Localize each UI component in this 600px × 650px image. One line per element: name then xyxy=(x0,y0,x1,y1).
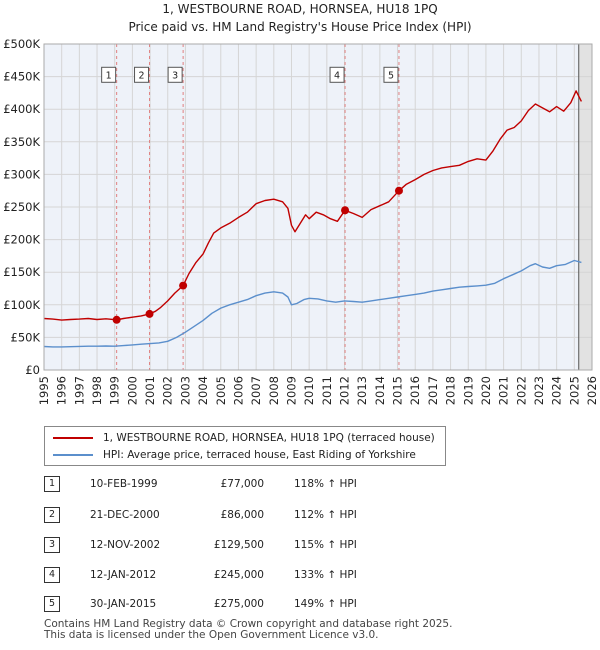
x-tick-label: 2014 xyxy=(373,376,387,405)
sale-label-box xyxy=(101,66,117,83)
x-tick-label: 2003 xyxy=(178,376,192,405)
legend-swatch-hpi xyxy=(53,454,93,456)
table-row: 1 10-FEB-1999 £77,000 118% ↑ HPI xyxy=(44,476,384,492)
sale-price: £86,000 xyxy=(220,509,264,521)
sale-point xyxy=(179,281,188,290)
chart-legend: 1, WESTBOURNE ROAD, HORNSEA, HU18 1PQ (t… xyxy=(44,426,446,466)
sale-date: 12-JAN-2012 xyxy=(90,569,157,581)
table-row: 2 21-DEC-2000 £86,000 112% ↑ HPI xyxy=(44,507,384,523)
y-tick-label: £400K xyxy=(3,102,40,116)
x-tick-label: 2021 xyxy=(497,376,511,405)
x-tick-label: 1996 xyxy=(55,376,69,405)
x-tick-label: 2001 xyxy=(143,376,157,405)
x-tick-label: 2007 xyxy=(249,376,263,405)
sale-label: 1 xyxy=(106,70,112,81)
sale-point xyxy=(112,315,121,324)
sale-price: £245,000 xyxy=(213,569,264,581)
y-tick-label: £150K xyxy=(3,265,40,279)
legend-label-hpi: HPI: Average price, terraced house, East… xyxy=(103,449,416,461)
sale-label-box xyxy=(383,66,399,83)
legend-item-hpi: HPI: Average price, terraced house, East… xyxy=(53,448,416,462)
chart-title: 1, WESTBOURNE ROAD, HORNSEA, HU18 1PQ xyxy=(162,2,438,16)
sale-point xyxy=(394,186,403,195)
x-tick-label: 2020 xyxy=(479,376,493,405)
sale-label: 3 xyxy=(172,70,178,81)
x-tick-label: 2023 xyxy=(532,376,546,405)
x-tick-label: 1997 xyxy=(72,376,86,405)
sale-point xyxy=(341,206,350,215)
sale-label-box xyxy=(329,66,345,83)
sale-label-box xyxy=(167,66,183,83)
sale-label: 5 xyxy=(388,70,394,81)
hpi-series-line xyxy=(43,259,582,348)
x-tick-label: 2009 xyxy=(284,376,298,405)
sale-hpi-change: 112% ↑ HPI xyxy=(294,509,357,521)
legend-item-property: 1, WESTBOURNE ROAD, HORNSEA, HU18 1PQ (t… xyxy=(53,431,435,445)
table-row: 4 12-JAN-2012 £245,000 133% ↑ HPI xyxy=(44,567,384,583)
x-tick-label: 2000 xyxy=(125,376,139,405)
x-tick-label: 2024 xyxy=(550,376,564,405)
chart-subtitle: Price paid vs. HM Land Registry's House … xyxy=(128,20,472,34)
y-tick-label: £300K xyxy=(3,167,40,181)
sale-date: 30-JAN-2015 xyxy=(90,598,157,610)
y-tick-label: £500K xyxy=(3,37,40,51)
y-tick-label: £100K xyxy=(3,298,40,312)
sale-label: 4 xyxy=(334,70,340,81)
x-tick-label: 2019 xyxy=(461,376,475,405)
sale-number-badge: 1 xyxy=(44,476,60,492)
y-tick-label: £0 xyxy=(25,363,40,377)
footer-attribution: Contains HM Land Registry data © Crown c… xyxy=(44,619,452,641)
x-tick-label: 2004 xyxy=(196,376,210,405)
x-tick-label: 1999 xyxy=(108,376,122,405)
x-tick-label: 2025 xyxy=(567,376,581,405)
sale-hpi-change: 118% ↑ HPI xyxy=(294,478,357,490)
x-tick-label: 2008 xyxy=(267,376,281,405)
sale-label: 2 xyxy=(139,70,145,81)
x-tick-label: 2022 xyxy=(514,376,528,405)
table-row: 5 30-JAN-2015 £275,000 149% ↑ HPI xyxy=(44,596,384,612)
sale-price: £275,000 xyxy=(213,598,264,610)
y-tick-label: £50K xyxy=(11,330,41,344)
x-tick-label: 2006 xyxy=(231,376,245,405)
x-tick-label: 2010 xyxy=(302,376,316,405)
sale-date: 21-DEC-2000 xyxy=(90,509,160,521)
x-tick-label: 2012 xyxy=(338,376,352,405)
x-tick-label: 2002 xyxy=(161,376,175,405)
sale-number-badge: 5 xyxy=(44,596,60,612)
x-tick-label: 2017 xyxy=(426,376,440,405)
x-tick-label: 2013 xyxy=(355,376,369,405)
sale-date: 12-NOV-2002 xyxy=(90,539,161,551)
x-tick-label: 1995 xyxy=(37,376,51,405)
y-tick-label: £200K xyxy=(3,233,40,247)
legend-swatch-property xyxy=(53,437,93,439)
x-tick-label: 2011 xyxy=(320,376,334,405)
sale-price: £77,000 xyxy=(220,478,264,490)
sale-number-badge: 4 xyxy=(44,567,60,583)
footer-copyright: Contains HM Land Registry data © Crown c… xyxy=(44,618,453,630)
legend-label-property: 1, WESTBOURNE ROAD, HORNSEA, HU18 1PQ (t… xyxy=(103,432,435,444)
sale-date: 10-FEB-1999 xyxy=(90,478,158,490)
sale-price: £129,500 xyxy=(213,539,264,551)
sale-hpi-change: 115% ↑ HPI xyxy=(294,539,357,551)
table-row: 3 12-NOV-2002 £129,500 115% ↑ HPI xyxy=(44,537,384,553)
sale-hpi-change: 149% ↑ HPI xyxy=(294,598,357,610)
x-tick-label: 2005 xyxy=(214,376,228,405)
price-chart: £0 £50K £100K £150K £200K £250K £300K £350K £400… xyxy=(3,37,599,405)
y-tick-label: £250K xyxy=(3,200,40,214)
y-tick-label: £350K xyxy=(3,135,40,149)
sale-label-box xyxy=(134,66,150,83)
sale-number-badge: 2 xyxy=(44,507,60,523)
x-tick-label: 2016 xyxy=(408,376,422,405)
x-tick-label: 2015 xyxy=(391,376,405,405)
x-tick-label: 2018 xyxy=(444,376,458,405)
plot-border xyxy=(43,43,593,371)
x-tick-label: 2026 xyxy=(585,376,599,405)
x-tick-label: 1998 xyxy=(90,376,104,405)
sale-point xyxy=(145,309,154,318)
y-tick-label: £450K xyxy=(3,70,40,84)
sale-number-badge: 3 xyxy=(44,537,60,553)
footer-licence: This data is licensed under the Open Gov… xyxy=(44,629,379,641)
sale-hpi-change: 133% ↑ HPI xyxy=(294,569,357,581)
